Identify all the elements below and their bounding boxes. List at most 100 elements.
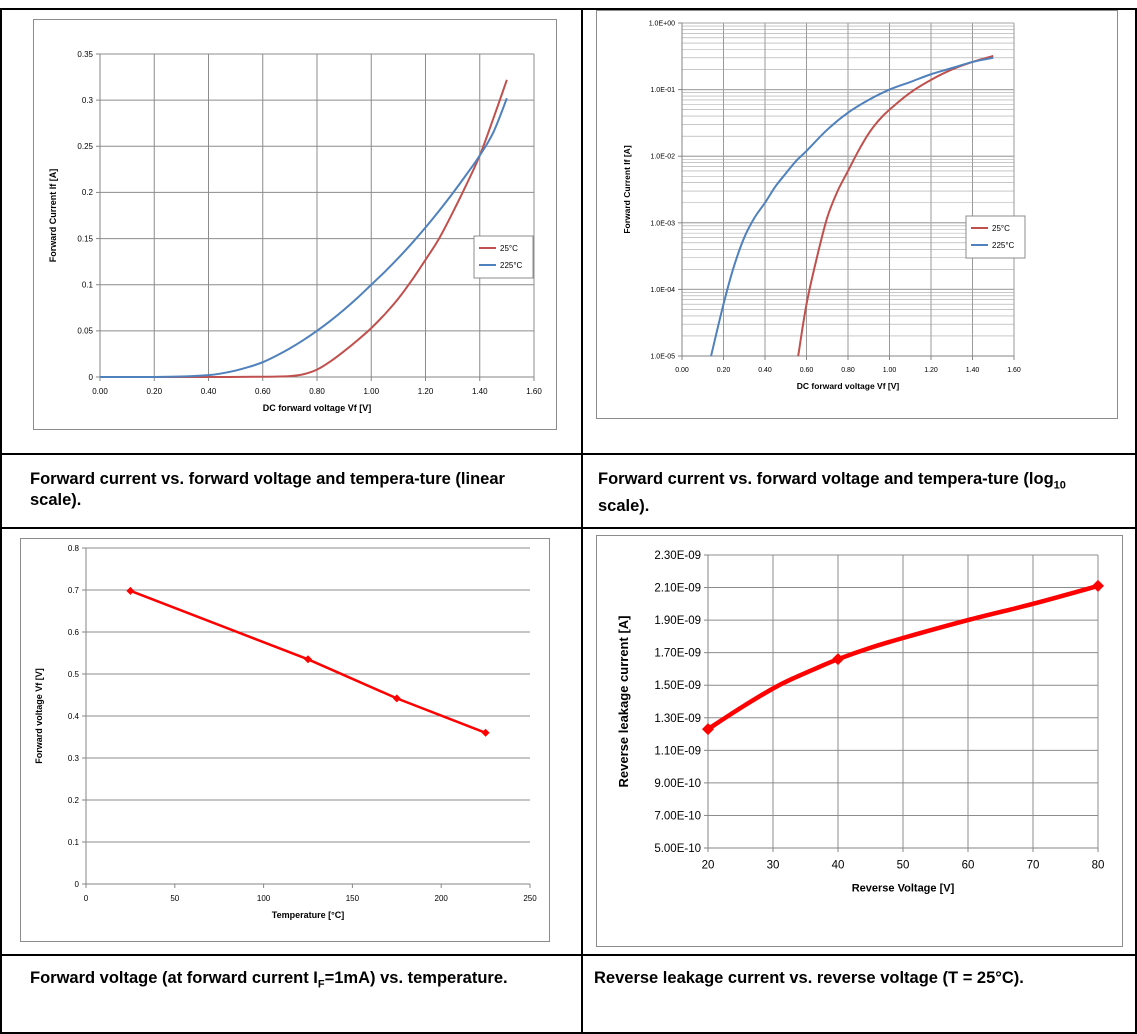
x-tick-label: 0.40 [201, 387, 217, 396]
caption-log-text-end: scale). [598, 497, 650, 516]
series-line-1 [100, 79, 508, 379]
legend-label: 225°C [992, 241, 1015, 250]
caption-log: Forward current vs. forward voltage and … [598, 469, 1118, 517]
y-tick-label: 1.50E-09 [654, 680, 701, 692]
data-point-marker [702, 723, 714, 736]
y-tick-label: 0.2 [82, 188, 94, 197]
x-tick-label: 0.80 [841, 367, 855, 374]
y-axis-label: Forward Current If [A] [48, 169, 58, 263]
legend-box [473, 235, 534, 279]
y-tick-label: 0.05 [77, 327, 93, 336]
series-line-1 [129, 589, 487, 734]
caption-log-text: Forward current vs. forward voltage and … [598, 470, 1054, 488]
table-border [581, 8, 583, 1034]
y-tick-label: 2.30E-09 [654, 550, 701, 562]
y-tick-label: 0 [89, 373, 94, 382]
x-tick-label: 0.60 [255, 387, 271, 396]
y-tick-label: 5.00E-10 [654, 843, 701, 855]
x-tick-label: 70 [1027, 860, 1040, 872]
caption-log-subscript: 10 [1053, 479, 1066, 492]
x-tick-label: 30 [767, 860, 780, 872]
y-tick-label: 1.30E-09 [654, 713, 701, 725]
y-tick-label: 0.1 [82, 281, 94, 290]
caption-linear: Forward current vs. forward voltage and … [30, 470, 505, 509]
caption-reverse: Reverse leakage current vs. reverse volt… [594, 969, 1024, 987]
x-tick-label: 1.00 [363, 387, 379, 396]
x-tick-label: 0.20 [717, 367, 731, 374]
x-tick-label: 1.00 [883, 367, 897, 374]
y-axis-label: Forward voltage Vf [V] [34, 668, 44, 764]
x-tick-label: 1.60 [526, 387, 542, 396]
x-tick-label: 150 [346, 894, 360, 903]
y-tick-label: 9.00E-10 [654, 778, 701, 790]
y-tick-label: 0.35 [77, 50, 93, 59]
x-tick-label: 250 [523, 894, 537, 903]
y-tick-label: 1.0E-04 [650, 287, 675, 294]
y-tick-label: 1.0E-05 [650, 353, 675, 360]
series-line-2 [710, 56, 994, 357]
chart-4 [702, 554, 1104, 852]
legend-box [965, 215, 1026, 259]
y-tick-label: 1.70E-09 [654, 648, 701, 660]
y-tick-label: 1.0E+00 [649, 20, 675, 27]
x-axis-label: Reverse Voltage [V] [852, 883, 955, 895]
chart-2 [678, 22, 1026, 360]
caption-temp-subscript: F [317, 978, 325, 991]
chart-frame-1 [33, 19, 557, 430]
y-tick-label: 0.7 [68, 586, 80, 595]
x-tick-label: 0.40 [758, 367, 772, 374]
x-tick-label: 50 [170, 894, 179, 903]
data-point-marker [481, 728, 490, 737]
x-tick-label: 0.60 [800, 367, 814, 374]
series-line-2 [99, 97, 508, 379]
table-border [0, 954, 1137, 956]
y-tick-label: 1.10E-09 [654, 745, 701, 757]
table-border [0, 527, 1137, 529]
x-tick-label: 0.20 [146, 387, 162, 396]
table-border [0, 1032, 1137, 1034]
x-tick-label: 0.00 [92, 387, 108, 396]
y-tick-label: 0.3 [82, 96, 94, 105]
x-tick-label: 1.20 [924, 367, 938, 374]
y-tick-label: 0.2 [68, 796, 80, 805]
data-point-marker [126, 586, 135, 595]
table-border [0, 8, 1137, 10]
series-line-1 [797, 54, 994, 357]
x-axis-label: Temperature [°C] [272, 910, 344, 920]
x-tick-label: 1.20 [418, 387, 434, 396]
y-tick-label: 0.1 [68, 838, 80, 847]
caption-temp-text: Forward voltage (at forward current I [30, 969, 318, 987]
y-tick-label: 0.6 [68, 628, 80, 637]
y-tick-label: 2.10E-09 [654, 583, 701, 595]
chart-frame-3 [20, 538, 550, 942]
x-axis-label: DC forward voltage Vf [V] [797, 381, 900, 391]
chart-frame-2 [596, 10, 1118, 419]
y-tick-label: 0.5 [68, 670, 80, 679]
caption-temp-text-end: =1mA) vs. temperature. [324, 969, 508, 987]
y-tick-label: 0.3 [68, 754, 80, 763]
x-tick-label: 40 [832, 860, 845, 872]
x-tick-label: 1.40 [472, 387, 488, 396]
y-tick-label: 0.4 [68, 712, 80, 721]
data-point-marker [832, 653, 844, 666]
data-point-marker [1092, 579, 1104, 592]
x-tick-label: 20 [702, 860, 715, 872]
x-tick-label: 200 [435, 894, 449, 903]
chart-1 [96, 53, 535, 381]
y-tick-label: 0.15 [77, 234, 93, 243]
x-tick-label: 0 [84, 894, 89, 903]
data-point-marker [392, 694, 401, 703]
x-tick-label: 100 [257, 894, 271, 903]
legend-label: 25°C [500, 244, 518, 253]
y-tick-label: 1.0E-02 [650, 154, 675, 161]
x-tick-label: 60 [962, 860, 975, 872]
y-axis-label: Forward Current If [A] [622, 145, 632, 233]
legend-label: 225°C [500, 261, 523, 270]
x-tick-label: 1.60 [1007, 367, 1021, 374]
y-tick-label: 1.0E-01 [650, 87, 675, 94]
table-border [1135, 8, 1137, 1034]
x-tick-label: 0.00 [675, 367, 689, 374]
y-tick-label: 0.25 [77, 142, 93, 151]
